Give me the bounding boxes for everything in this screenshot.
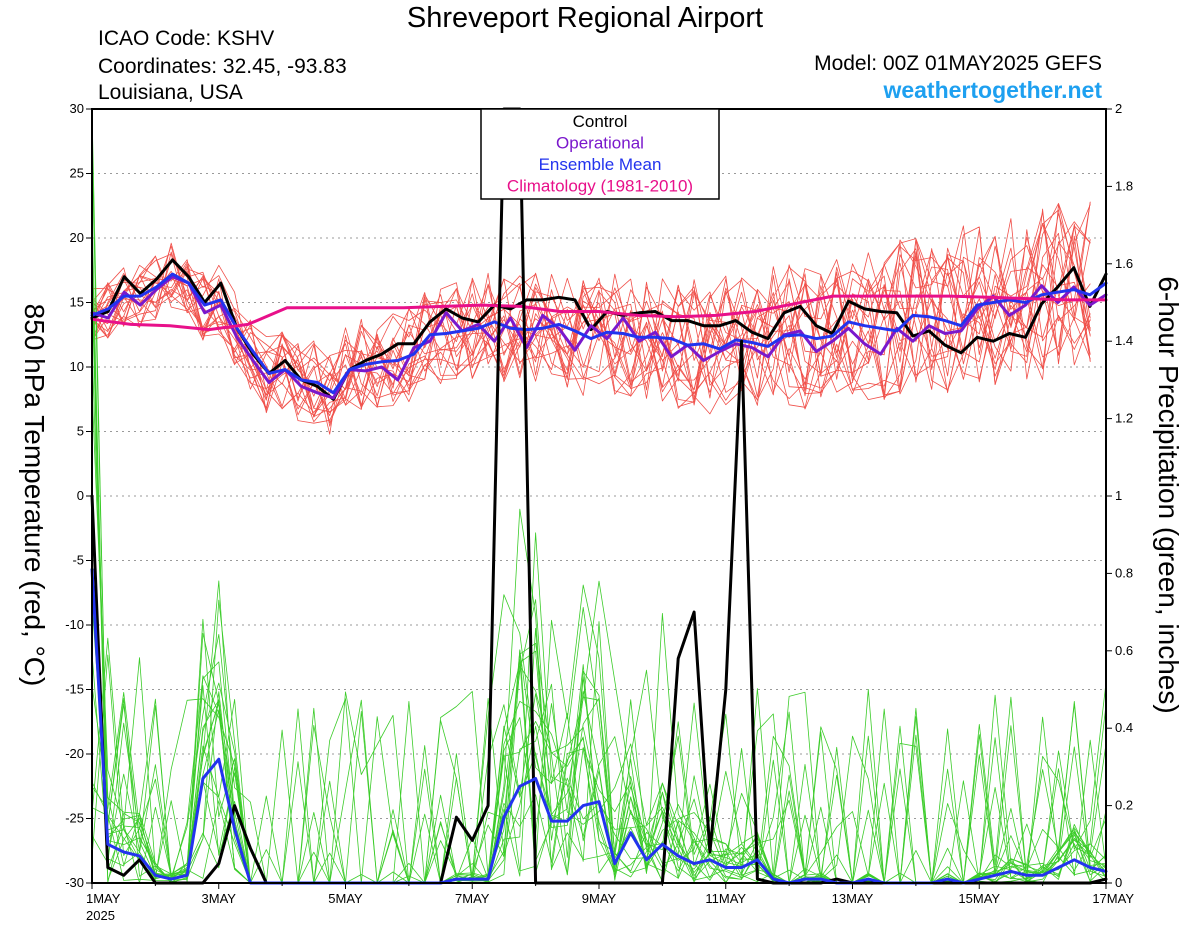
y2-tick-label: 0.6 bbox=[1115, 643, 1133, 658]
y-tick-label: 25 bbox=[70, 166, 84, 181]
x-tick-label: 1MAY bbox=[86, 891, 121, 906]
temperature-member-line bbox=[91, 223, 1091, 424]
y2-tick-label: 1.2 bbox=[1115, 411, 1133, 426]
legend-entry: Operational bbox=[556, 134, 644, 153]
y2-tick-label: 1.6 bbox=[1115, 256, 1133, 271]
grid-lines bbox=[92, 173, 1106, 819]
y-tick-label: -30 bbox=[65, 875, 84, 890]
x-tick-label: 13MAY bbox=[832, 891, 874, 906]
y2-tick-label: 0 bbox=[1115, 875, 1122, 890]
x-tick-year-label: 2025 bbox=[86, 908, 115, 923]
x-tick-label: 5MAY bbox=[328, 891, 363, 906]
y-tick-label: 0 bbox=[77, 488, 84, 503]
temperature-member-line bbox=[91, 239, 1091, 416]
y2-tick-label: 2 bbox=[1115, 101, 1122, 116]
legend-entry: Climatology (1981-2010) bbox=[507, 177, 693, 196]
x-tick-label: 3MAY bbox=[202, 891, 237, 906]
y-tick-label: -25 bbox=[65, 811, 84, 826]
x-tick-label: 9MAY bbox=[582, 891, 617, 906]
x-tick-label: 7MAY bbox=[455, 891, 490, 906]
y-tick-label: -15 bbox=[65, 682, 84, 697]
legend: Control Operational Ensemble Mean Climatolo… bbox=[480, 108, 720, 200]
temp-ensemble-mean-line bbox=[90, 272, 1108, 395]
y2-tick-label: 0.2 bbox=[1115, 798, 1133, 813]
y-tick-label: 5 bbox=[77, 424, 84, 439]
precip-member-line bbox=[91, 110, 1107, 884]
y2-tick-label: 0.4 bbox=[1115, 720, 1133, 735]
x-tick-label: 15MAY bbox=[958, 891, 1000, 906]
y-tick-label: -5 bbox=[72, 553, 84, 568]
temperature-member-line bbox=[91, 202, 1091, 424]
temp-operational-line bbox=[90, 275, 1108, 400]
precip-member-line bbox=[91, 637, 1107, 884]
y2-tick-label: 0.8 bbox=[1115, 565, 1133, 580]
ensemble-members bbox=[91, 110, 1107, 884]
precip-member-line bbox=[91, 642, 1107, 884]
y2-tick-label: 1 bbox=[1115, 488, 1122, 503]
chart-title: Shreveport Regional Airport bbox=[406, 2, 764, 34]
y2-tick-label: 1.4 bbox=[1115, 333, 1133, 348]
site-link[interactable]: weathertogether.net bbox=[883, 77, 1102, 103]
x-tick-label: 11MAY bbox=[705, 891, 746, 906]
legend-box bbox=[480, 108, 720, 200]
temperature-member-line bbox=[91, 222, 1091, 410]
y-tick-label: 20 bbox=[70, 230, 84, 245]
temperature-member-line bbox=[91, 225, 1091, 409]
legend-entry: Control bbox=[573, 112, 628, 131]
y2-tick-label: 1.8 bbox=[1115, 178, 1133, 193]
coordinates: Coordinates: 32.45, -93.83 bbox=[98, 55, 347, 78]
y-tick-label: -10 bbox=[65, 617, 84, 632]
y-tick-label: -20 bbox=[65, 746, 84, 761]
region-label: Louisiana, USA bbox=[98, 81, 243, 104]
model-label: Model: 00Z 01MAY2025 GEFS bbox=[814, 52, 1102, 75]
temp-climatology-1981-2010-line bbox=[90, 294, 1108, 332]
y-tick-label: 15 bbox=[70, 295, 84, 310]
y-tick-label: 30 bbox=[70, 101, 84, 116]
y-tick-label: 10 bbox=[70, 359, 84, 374]
axis-ticks: 302520151050-5-10-15-20-25-3021.81.61.41… bbox=[65, 101, 1134, 923]
x-tick-label: 17MAY bbox=[1092, 891, 1134, 906]
icao-code: ICAO Code: KSHV bbox=[98, 27, 275, 50]
legend-entry: Ensemble Mean bbox=[539, 155, 662, 174]
precip-member-line bbox=[91, 481, 1107, 884]
